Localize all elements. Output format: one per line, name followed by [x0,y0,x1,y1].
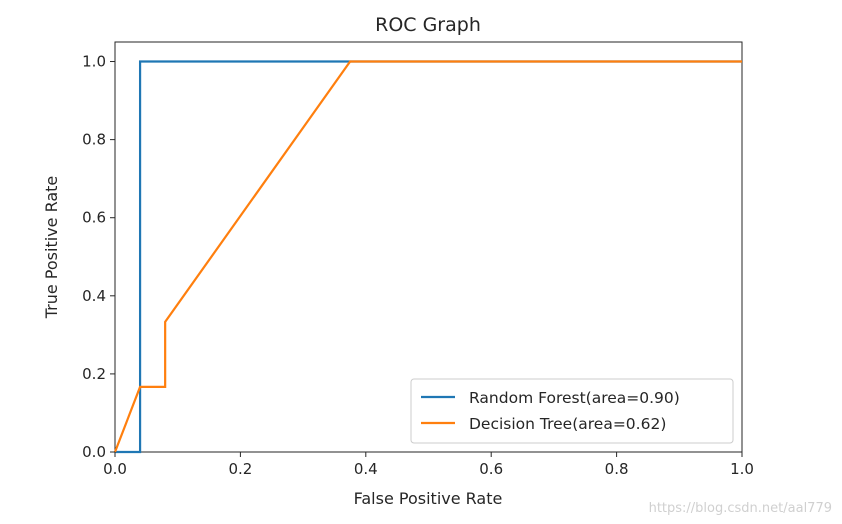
series-line-2 [113,60,742,453]
x-tick-label: 0.6 [479,460,503,478]
legend: Random Forest(area=0.90) Decision Tree(ar… [410,378,734,444]
x-axis-label: False Positive Rate [354,489,503,508]
x-tick-label: 0.8 [605,460,629,478]
plot-area-frame [114,41,743,453]
chart-title: ROC Graph [375,14,481,36]
x-tick-label: 1.0 [730,460,754,478]
y-tick-label: 0.6 [82,209,106,227]
legend-label-2: Decision Tree(area=0.62) [469,415,666,433]
y-tick-label: 0.4 [82,287,106,305]
y-tick-label: 0.0 [82,443,106,461]
y-tick-label: 1.0 [82,53,106,71]
x-tick-label: 0.0 [103,460,127,478]
y-axis-label: True Positive Rate [42,176,61,320]
y-axis-ticks: 0.0 0.2 0.4 0.6 0.8 1.0 [82,53,115,461]
series-layer [113,60,742,454]
legend-label-1: Random Forest(area=0.90) [469,389,680,407]
y-tick-label: 0.8 [82,131,106,149]
y-tick-label: 0.2 [82,365,106,383]
x-axis-ticks: 0.0 0.2 0.4 0.6 0.8 1.0 [103,452,754,478]
watermark-text: https://blog.csdn.net/aal779 [648,501,832,516]
x-tick-label: 0.4 [354,460,378,478]
x-tick-label: 0.2 [228,460,252,478]
legend-box [410,378,734,444]
